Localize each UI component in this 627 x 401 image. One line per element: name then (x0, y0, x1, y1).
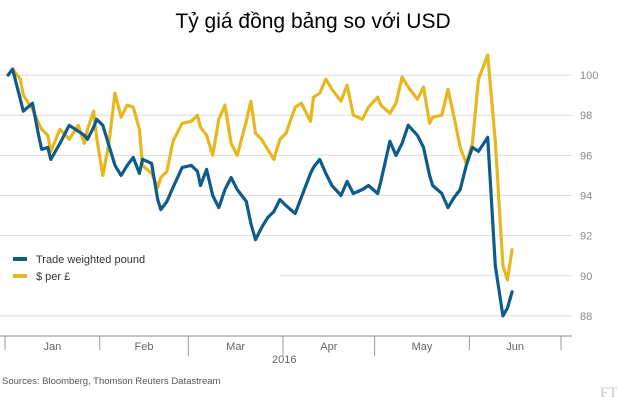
y-tick-label: 88 (580, 311, 592, 323)
x-tick-label: Jun (506, 341, 524, 353)
y-tick-label: 96 (580, 150, 592, 162)
y-tick-label: 98 (580, 110, 592, 122)
y-tick-label: 90 (580, 271, 592, 283)
x-tick-label: Apr (320, 341, 337, 353)
legend-bg (0, 254, 280, 272)
source-note: Sources: Bloomberg, Thomson Reuters Data… (2, 376, 221, 387)
x-tick-label: Feb (135, 341, 154, 353)
x-axis: Jan Feb Mar Apr May Jun (0, 335, 572, 356)
legend-label: Trade weighted pound (36, 254, 145, 266)
x-tick-label: Jan (43, 341, 61, 353)
y-axis-tick-labels: 88 90 92 94 96 98 100 (580, 70, 598, 323)
chart-title: Tỷ giá đồng bảng so với USD (175, 10, 450, 33)
series-line-trade-weighted-pound (6, 67, 514, 318)
series-lines (6, 53, 514, 318)
y-tick-label: 92 (580, 231, 592, 243)
legend-bg (0, 271, 280, 289)
legend: Trade weighted pound $ per £ (0, 254, 280, 289)
y-tick-label: 100 (580, 70, 598, 82)
x-axis-year-label: 2016 (272, 354, 296, 366)
series-line-usd-per-gbp (6, 53, 514, 282)
x-tick-label: May (412, 341, 433, 353)
x-tick-label: Mar (226, 341, 245, 353)
y-tick-label: 94 (580, 191, 592, 203)
legend-label: $ per £ (36, 271, 70, 283)
ft-logo: FT (600, 385, 618, 401)
